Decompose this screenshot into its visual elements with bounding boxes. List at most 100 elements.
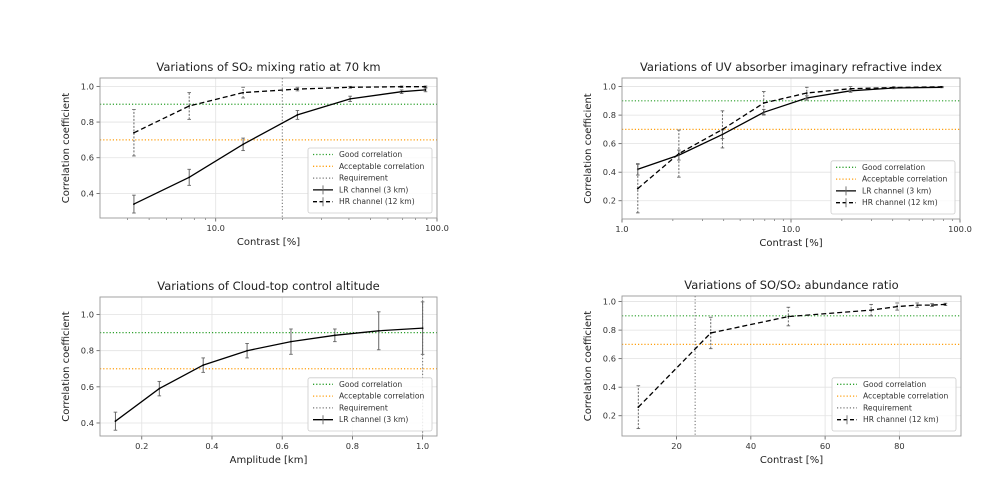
x-tick-label: 10.0 <box>782 224 800 234</box>
axes-frame <box>621 77 961 220</box>
data-point <box>133 203 135 205</box>
data-point <box>636 187 639 190</box>
data-point <box>377 329 380 332</box>
subplot-3: 0.4 0.6 0.8 1.0 0.2 0.4 0.6 0.8 1.0 Good correlat… <box>61 279 438 466</box>
data-point <box>133 131 135 134</box>
y-tick-label: 0.4 <box>81 188 94 198</box>
y-tick-label: 0.4 <box>603 167 616 177</box>
data-point <box>424 85 427 88</box>
y-tick-label: 0.4 <box>603 382 616 392</box>
legend-entry-label: LR channel (3 km) <box>339 185 408 194</box>
series-line <box>133 86 426 134</box>
y-tick-label: 0.8 <box>603 325 616 335</box>
data-point <box>188 105 191 107</box>
legend-box <box>307 147 433 214</box>
y-axis-label: Correlation coefficient <box>61 311 72 422</box>
y-tick-label: 1.0 <box>603 82 616 92</box>
data-point <box>896 305 899 308</box>
x-axis-label: Amplitude [km] <box>230 455 308 466</box>
x-tick-label: 80 <box>894 441 905 451</box>
legend-entry-label: Acceptable correlation <box>862 175 947 184</box>
data-point <box>158 387 161 390</box>
legend-entry-label: Acceptable correlation <box>339 392 424 401</box>
hr-channel-series <box>635 85 944 214</box>
legend-box <box>831 377 957 432</box>
legend-entry-label: Good correlation <box>339 150 402 159</box>
subplot-title: Variations of Cloud-top control altitude <box>157 279 380 293</box>
y-tick-label: 0.8 <box>603 110 616 120</box>
y-tick-label: 0.8 <box>81 117 94 127</box>
legend-entry-label: Acceptable correlation <box>863 392 948 401</box>
data-point <box>721 128 724 131</box>
x-tick-label: 40 <box>746 441 757 451</box>
legend: Good correlation Acceptable correlation Re… <box>307 377 433 432</box>
data-point <box>242 91 245 94</box>
data-point <box>349 97 352 100</box>
legend: Good correlation Acceptable correlation Re… <box>831 377 957 432</box>
legend-box <box>830 160 956 215</box>
data-point <box>709 332 712 334</box>
data-point <box>787 315 790 318</box>
legend: Good correlation Acceptable correlation Re… <box>307 147 433 214</box>
data-point <box>202 364 205 367</box>
data-point <box>114 420 117 423</box>
x-tick-label: 60 <box>820 441 831 451</box>
data-point <box>296 88 299 90</box>
series-line <box>637 86 942 170</box>
y-tick-label: 0.8 <box>81 346 94 356</box>
x-tick-label: 10.0 <box>206 223 224 233</box>
lr-channel-series <box>132 87 428 214</box>
data-point <box>424 89 427 91</box>
subplot-1: 0.4 0.6 0.8 1.0 10.0 100.0 Good correlation Acc… <box>61 60 449 248</box>
x-axis-label: Contrast [%] <box>759 238 822 249</box>
data-point <box>892 86 895 89</box>
x-tick-label: 100.0 <box>425 223 449 233</box>
y-tick-label: 0.2 <box>603 411 616 421</box>
data-point <box>805 92 808 94</box>
y-tick-label: 0.2 <box>603 196 616 206</box>
x-tick-label: 100.0 <box>948 224 972 234</box>
subplot-title: Variations of SO/SO₂ abundance ratio <box>684 278 898 292</box>
subplot-title: Variations of SO₂ mixing ratio at 70 km <box>156 60 380 74</box>
hr-channel-series <box>132 85 428 157</box>
data-point <box>637 406 640 409</box>
data-point <box>290 340 292 343</box>
y-axis-label: Correlation coefficient <box>583 93 594 204</box>
y-tick-label: 0.6 <box>603 354 616 364</box>
data-point <box>242 143 245 146</box>
axes-frame <box>621 295 962 437</box>
legend-entry-label: LR channel (3 km) <box>862 186 931 195</box>
x-axis-label: Contrast [%] <box>237 237 300 248</box>
series-line <box>637 303 946 408</box>
y-tick-label: 1.0 <box>603 297 616 307</box>
series-line <box>115 327 423 422</box>
x-tick-label: 20 <box>671 441 682 451</box>
data-point <box>349 86 352 89</box>
subplot-2: 0.2 0.4 0.6 0.8 1.0 1.0 10.0 100.0 Good correlat… <box>583 60 972 249</box>
hr-channel-series <box>636 302 948 430</box>
data-point <box>188 176 191 179</box>
y-tick-label: 1.0 <box>81 310 94 320</box>
series-line <box>637 86 942 190</box>
legend: Good correlation Acceptable correlation LR… <box>830 160 956 215</box>
legend-entry-label: Good correlation <box>863 380 926 389</box>
x-axis-label: Contrast [%] <box>760 455 823 466</box>
legend-entry-label: Requirement <box>339 403 388 412</box>
data-point <box>421 327 424 329</box>
x-tick-label: 1.0 <box>416 441 429 451</box>
data-point <box>931 304 933 307</box>
axes-frame <box>99 296 438 437</box>
data-point <box>400 90 403 93</box>
data-point <box>940 85 943 88</box>
legend-entry-label: Good correlation <box>862 163 925 172</box>
y-tick-label: 0.6 <box>603 139 616 149</box>
data-point <box>762 102 765 104</box>
legend-box <box>307 377 433 432</box>
data-point <box>916 304 919 307</box>
legend-entry-label: LR channel (3 km) <box>339 415 408 424</box>
x-tick-label: 0.6 <box>276 441 289 451</box>
legend-entry-label: HR channel (12 km) <box>863 415 939 424</box>
legend-entry-label: Acceptable correlation <box>339 162 424 171</box>
legend-entry-label: Good correlation <box>339 380 402 389</box>
